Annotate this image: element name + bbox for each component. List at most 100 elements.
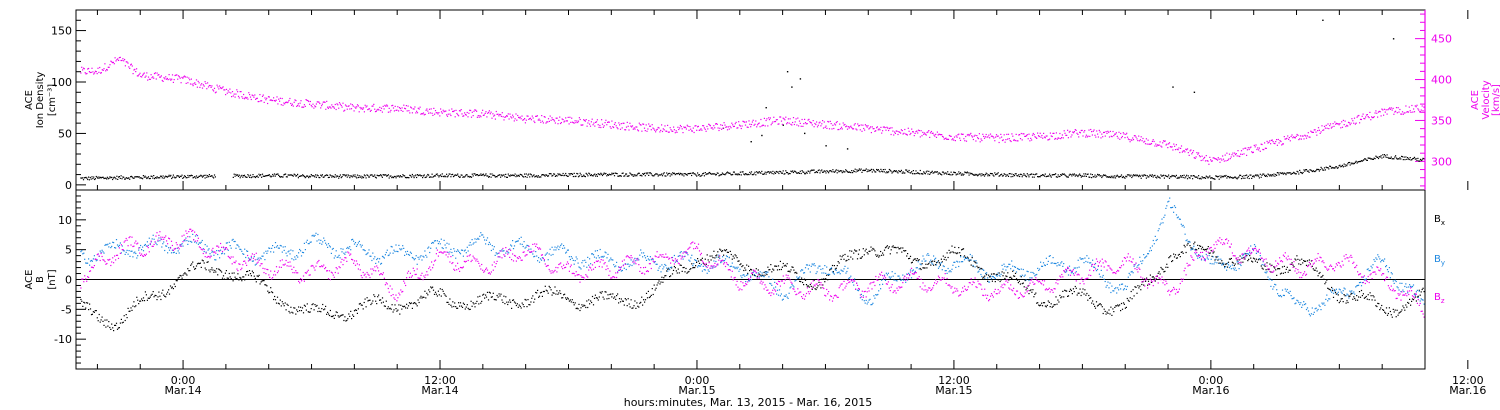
bx-point xyxy=(1196,249,1198,251)
density-point xyxy=(313,175,315,177)
velocity-point xyxy=(204,81,206,83)
density-point xyxy=(1374,158,1376,160)
velocity-point xyxy=(503,119,505,121)
velocity-point xyxy=(1009,140,1011,142)
density-point xyxy=(336,175,338,177)
velocity-point xyxy=(770,124,772,126)
density-point xyxy=(342,174,344,176)
bx-point xyxy=(891,246,893,248)
velocity-point xyxy=(1270,139,1272,141)
bx-point xyxy=(705,263,707,266)
by-point xyxy=(111,245,113,247)
density-point xyxy=(1408,158,1410,161)
density-point xyxy=(618,175,620,177)
bx-point xyxy=(962,248,964,250)
bx-point xyxy=(530,301,532,303)
velocity-point xyxy=(739,125,741,127)
velocity-point xyxy=(889,127,891,129)
velocity-point xyxy=(956,136,958,138)
density-point xyxy=(767,171,769,173)
density-point xyxy=(630,173,632,175)
velocity-point xyxy=(254,94,256,96)
density-point xyxy=(884,168,886,171)
density-point xyxy=(959,173,961,175)
density-point xyxy=(1312,170,1314,172)
density-point xyxy=(1214,178,1216,180)
density-point xyxy=(883,171,885,173)
bx-point xyxy=(463,303,465,305)
density-point xyxy=(965,171,967,174)
velocity-point xyxy=(1085,134,1087,136)
bx-point xyxy=(717,251,719,253)
density-point xyxy=(1422,157,1424,159)
density-point xyxy=(897,172,899,174)
density-point xyxy=(1353,162,1356,164)
density-point xyxy=(278,174,280,176)
density-point xyxy=(261,176,263,178)
density-point xyxy=(646,173,648,175)
bx-point xyxy=(915,259,917,262)
bx-point xyxy=(183,273,185,275)
bx-point xyxy=(1103,308,1105,310)
density-point xyxy=(338,177,340,179)
density-point xyxy=(744,174,746,176)
velocity-point xyxy=(610,127,612,129)
bx-point xyxy=(351,318,353,320)
density-point xyxy=(408,177,410,179)
bx-point xyxy=(163,294,165,296)
bx-point xyxy=(140,300,142,302)
velocity-point xyxy=(1174,145,1176,147)
bx-point xyxy=(369,299,371,301)
density-point xyxy=(1350,162,1352,164)
by-point xyxy=(316,240,318,242)
density-point xyxy=(100,177,102,179)
by-point xyxy=(409,251,411,253)
bx-point xyxy=(1006,275,1008,278)
velocity-point xyxy=(364,104,366,106)
density-point xyxy=(995,174,997,176)
by-point xyxy=(399,248,401,250)
velocity-point xyxy=(893,134,895,136)
bx-point xyxy=(1328,288,1330,290)
velocity-point xyxy=(622,122,624,124)
density-point xyxy=(107,178,109,180)
density-point xyxy=(524,173,526,175)
bx-point xyxy=(1351,292,1353,295)
density-point xyxy=(673,172,675,174)
density-point xyxy=(1220,177,1222,179)
bx-point xyxy=(1044,305,1046,307)
velocity-point xyxy=(258,100,260,103)
bx-point xyxy=(374,295,376,298)
velocity-point xyxy=(355,107,357,109)
by-point xyxy=(435,247,437,249)
density-point xyxy=(554,175,556,177)
bx-point xyxy=(213,271,215,273)
density-point xyxy=(985,172,987,174)
bx-point xyxy=(249,273,252,275)
density-point xyxy=(249,176,251,178)
velocity-point xyxy=(552,118,554,121)
velocity-point xyxy=(1328,128,1330,130)
density-point xyxy=(878,170,880,172)
density-point xyxy=(109,176,111,178)
bx-point xyxy=(834,268,836,270)
bx-point xyxy=(1136,292,1138,294)
density-point xyxy=(1246,177,1248,179)
density-point xyxy=(1088,176,1090,178)
density-point xyxy=(85,176,87,178)
velocity-point xyxy=(525,119,527,121)
by-point xyxy=(299,248,301,251)
velocity-point xyxy=(848,127,850,129)
density-point xyxy=(849,171,851,173)
by-point xyxy=(140,244,142,247)
density-point xyxy=(122,176,124,178)
velocity-point xyxy=(1184,151,1186,153)
bx-point xyxy=(603,298,605,300)
velocity-point xyxy=(1329,125,1331,127)
velocity-point xyxy=(1294,137,1296,139)
velocity-point xyxy=(1395,107,1398,109)
bx-point xyxy=(1058,301,1060,303)
bx-point xyxy=(1043,302,1046,304)
bx-point xyxy=(1289,269,1291,271)
velocity-point xyxy=(542,122,544,124)
